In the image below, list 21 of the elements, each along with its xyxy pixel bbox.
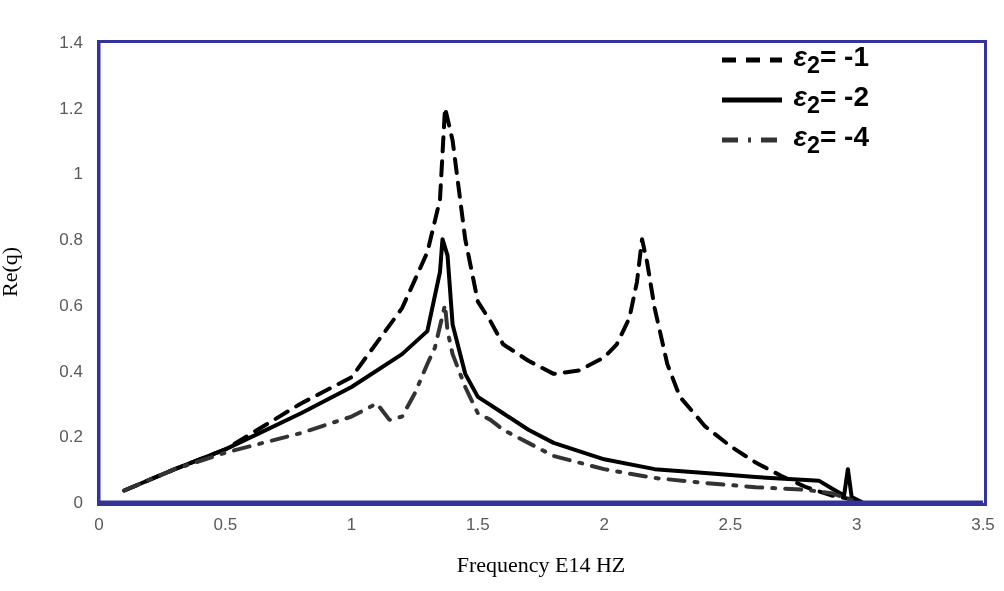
y-tick-label: 1.4 <box>59 33 83 53</box>
y-tick-label: 1 <box>73 164 83 184</box>
x-tick-label: 3 <box>851 515 862 535</box>
y-tick-label: 0.4 <box>59 361 83 381</box>
x-tick-label: 1.5 <box>466 515 490 535</box>
y-tick-label: 0 <box>73 493 83 513</box>
y-tick-label: 0.8 <box>59 230 83 250</box>
x-axis-title: Frequency E14 HZ <box>456 552 626 577</box>
x-tick-label: 3.5 <box>971 515 995 535</box>
y-tick-label: 0.6 <box>59 295 83 315</box>
x-tick-label: 1 <box>346 515 357 535</box>
y-tick-label: 0.2 <box>59 427 83 447</box>
x-tick-label: 0.5 <box>213 515 238 535</box>
legend-label: ε$_{2}$= -1 <box>793 41 869 79</box>
legend-label: ε$_{2}$= -2 <box>793 81 869 119</box>
y-tick-label: 1.2 <box>59 98 83 118</box>
legend-label: ε$_{2}$= -4 <box>793 121 869 159</box>
x-tick-label: 0 <box>94 515 104 535</box>
x-tick-label: 2.5 <box>718 515 743 535</box>
y-axis-title: Re(q) <box>0 246 22 298</box>
x-tick-label: 2 <box>599 515 609 535</box>
